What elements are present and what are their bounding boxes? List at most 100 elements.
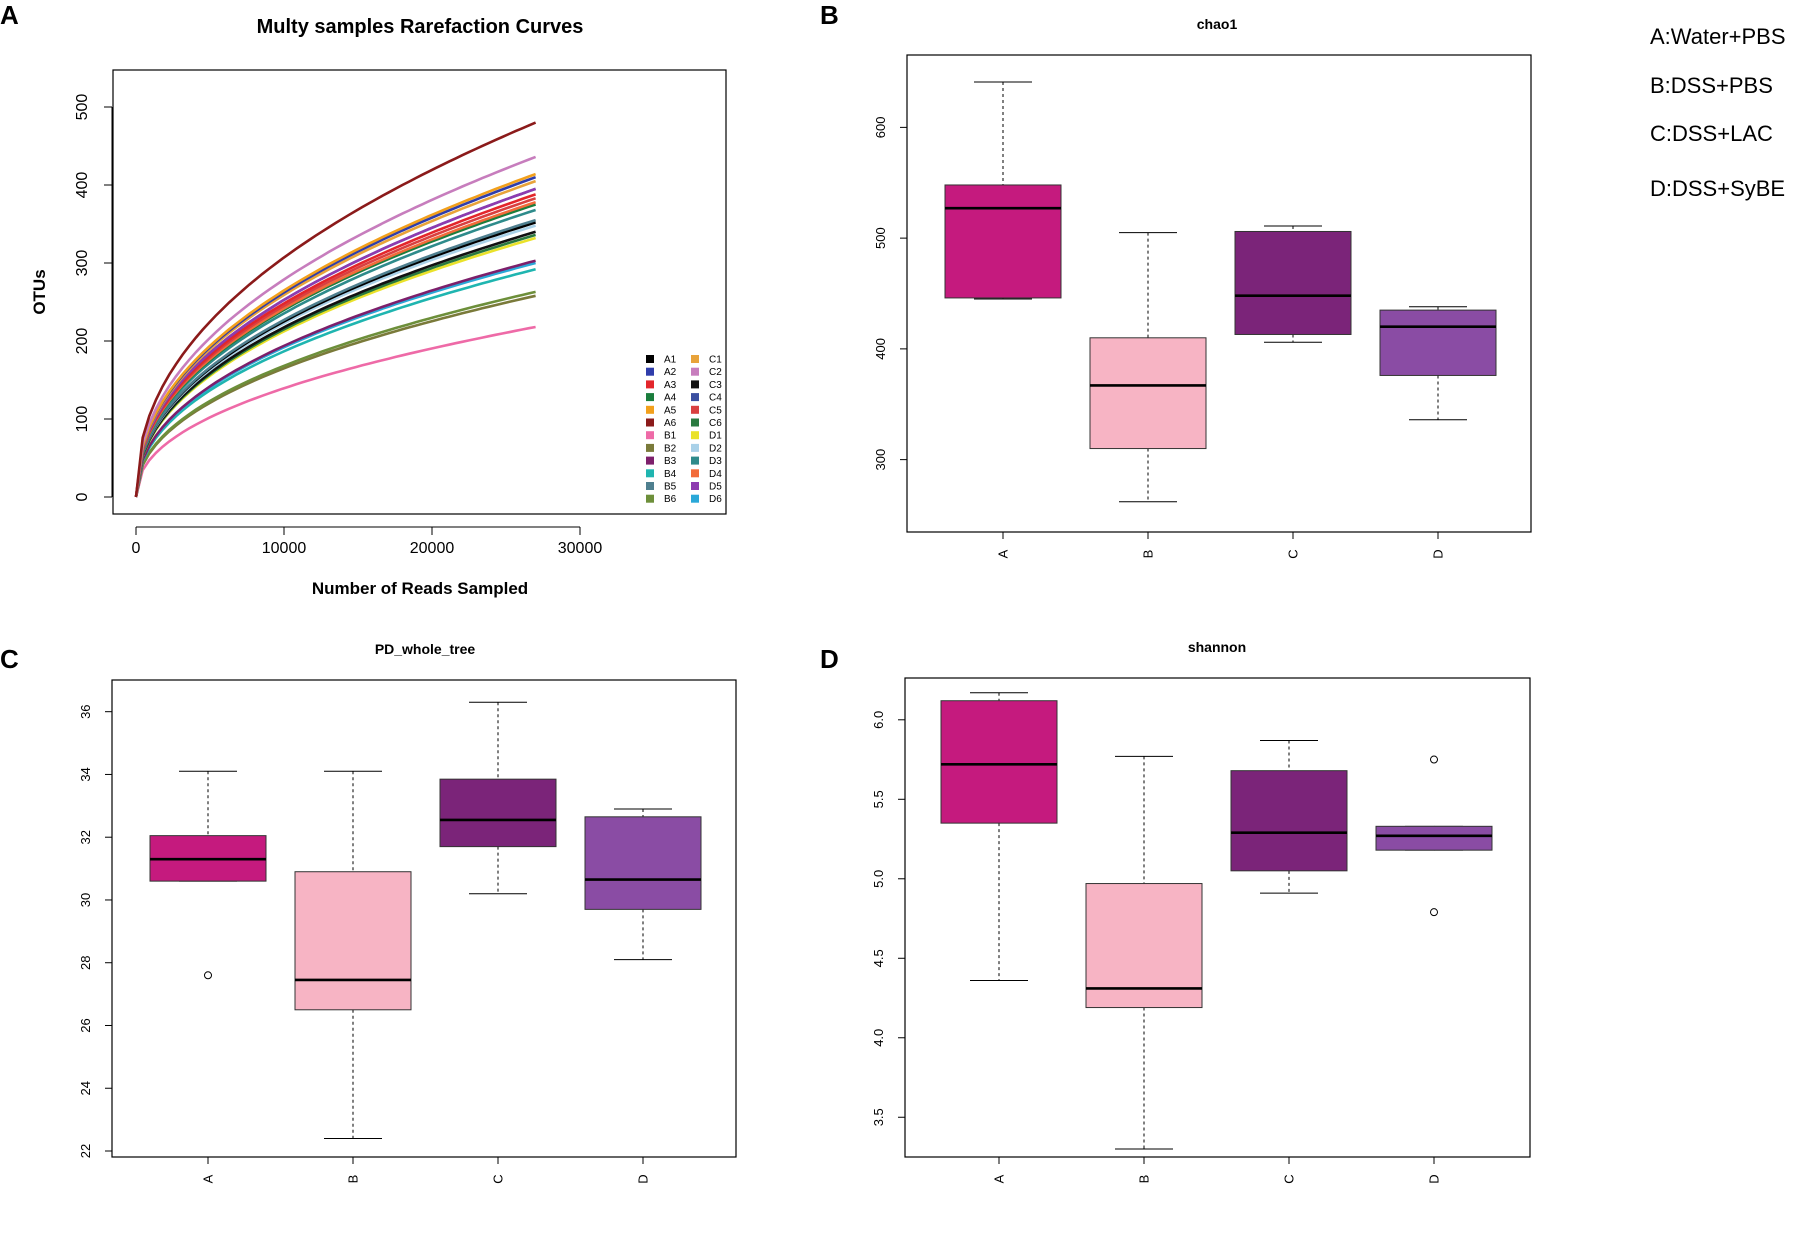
x-tick-label-c: C [491,1174,506,1183]
x-tick-label: 30000 [558,540,603,557]
box-c [1234,230,1352,335]
curve-b1 [134,325,536,498]
box-d [1375,825,1493,851]
y-tick-label: 26 [78,1018,93,1032]
legend-swatch-b2 [646,443,654,452]
box-c [439,778,557,848]
legend-label-b5: B5 [664,482,677,493]
group-key-c: C:DSS+LAC [1650,121,1773,146]
x-tick-label-b: B [346,1175,361,1184]
y-tick-label: 4.5 [871,949,886,967]
x-tick-label-a: A [992,1174,1007,1183]
curve-c2 [134,155,537,498]
x-tick-label-d: D [1431,549,1446,558]
legend-label-c2: C2 [709,367,722,378]
group-key-a: A:Water+PBS [1650,24,1786,49]
curve-b5 [134,218,536,498]
legend-label-d3: D3 [709,456,722,467]
legend-swatch-d3 [691,456,699,465]
y-tick-label: 0 [74,492,91,501]
y-tick-label: 4.0 [871,1029,886,1047]
chao1-boxplot: chao1 300 400 500 600 A B C D [873,16,1532,559]
legend-label-c1: C1 [709,355,722,366]
legend-label-c5: C5 [709,405,722,416]
pd-whole-tree-title: PD_whole_tree [375,641,476,657]
curve-b4 [134,267,536,498]
box-b [294,871,412,1011]
legend-swatch-c4 [691,393,699,402]
rarefaction-title: Multy samples Rarefaction Curves [257,16,584,38]
legend-swatch-b4 [646,469,654,478]
x-tick-label-c: C [1282,1174,1297,1183]
legend-swatch-a2 [646,367,654,376]
legend-swatch-c6 [691,418,699,427]
legend-label-d2: D2 [709,443,722,454]
legend-swatch-d6 [691,494,699,503]
y-tick-label: 5.5 [871,790,886,808]
curve-a5 [134,172,537,498]
legend-label-b4: B4 [664,469,677,480]
y-tick-label: 34 [78,767,93,781]
pd-whole-tree-boxplot: PD_whole_tree 22 24 26 28 30 32 34 36 A B C D [78,641,737,1184]
legend-label-b3: B3 [664,456,677,467]
curve-b2 [134,294,536,498]
legend-box [642,352,721,508]
curve-a3 [134,193,537,498]
y-tick-label: 500 [74,94,91,121]
pd-whole-tree-plot-frame [111,679,737,1158]
box-a [940,700,1058,824]
y-tick-label: 300 [873,449,888,471]
legend-swatch-a6 [646,418,654,427]
box-b [1089,337,1207,450]
y-tick-label: 200 [74,328,91,355]
shannon-boxplot: shannon 3.5 4.0 4.5 5.0 5.5 6.0 A B C D [871,639,1531,1184]
legend-label-c6: C6 [709,418,722,429]
curve-c4 [134,187,537,498]
box-b [1085,883,1203,1009]
box-d [584,816,702,910]
legend-label-a2: A2 [664,367,677,378]
panel-label-b: B [820,0,839,30]
legend-swatch-d1 [691,431,699,440]
y-tick-label: 28 [78,955,93,969]
y-tick-label: 600 [873,117,888,139]
legend-label-a5: A5 [664,405,677,416]
curve-b3 [134,259,536,498]
y-tick-label: 5.0 [871,870,886,888]
x-tick-label-b: B [1141,550,1156,559]
legend-label-b2: B2 [664,443,677,454]
legend-swatch-a4 [646,393,654,402]
legend-swatch-c3 [691,380,699,389]
y-tick-label: 32 [78,830,93,844]
y-tick-label: 36 [78,704,93,718]
box-d [1379,309,1497,376]
legend-swatch-b5 [646,482,654,490]
legend-label-a4: A4 [664,393,677,404]
rarefaction-y-label: OTUs [30,269,49,314]
y-tick-label: 24 [78,1081,93,1095]
legend-label-a3: A3 [664,380,677,391]
legend-label-d1: D1 [709,431,722,442]
legend-swatch-d5 [691,482,699,490]
chao1-title: chao1 [1197,16,1238,32]
legend-label-d5: D5 [709,482,722,493]
legend-label-d4: D4 [709,469,722,480]
rarefaction-chart: Multy samples Rarefaction Curves 0 10000 2… [30,16,727,598]
legend-swatch-c2 [691,367,699,376]
panel-label-c: C [0,644,19,674]
y-tick-label: 500 [873,227,888,249]
legend-label-a6: A6 [664,418,677,429]
box-c [1230,770,1348,872]
legend-swatch-b1 [646,431,654,440]
legend-swatch-c1 [691,355,699,363]
panel-label-d: D [820,644,839,674]
outlier-d [1430,908,1438,917]
legend-swatch-d4 [691,469,699,478]
legend-swatch-a5 [646,405,654,414]
legend-label-a1: A1 [664,355,677,366]
rarefaction-x-label: Number of Reads Sampled [312,579,528,598]
x-tick-label-a: A [996,549,1011,558]
x-tick-label: 0 [132,540,141,557]
y-tick-label: 30 [78,893,93,907]
